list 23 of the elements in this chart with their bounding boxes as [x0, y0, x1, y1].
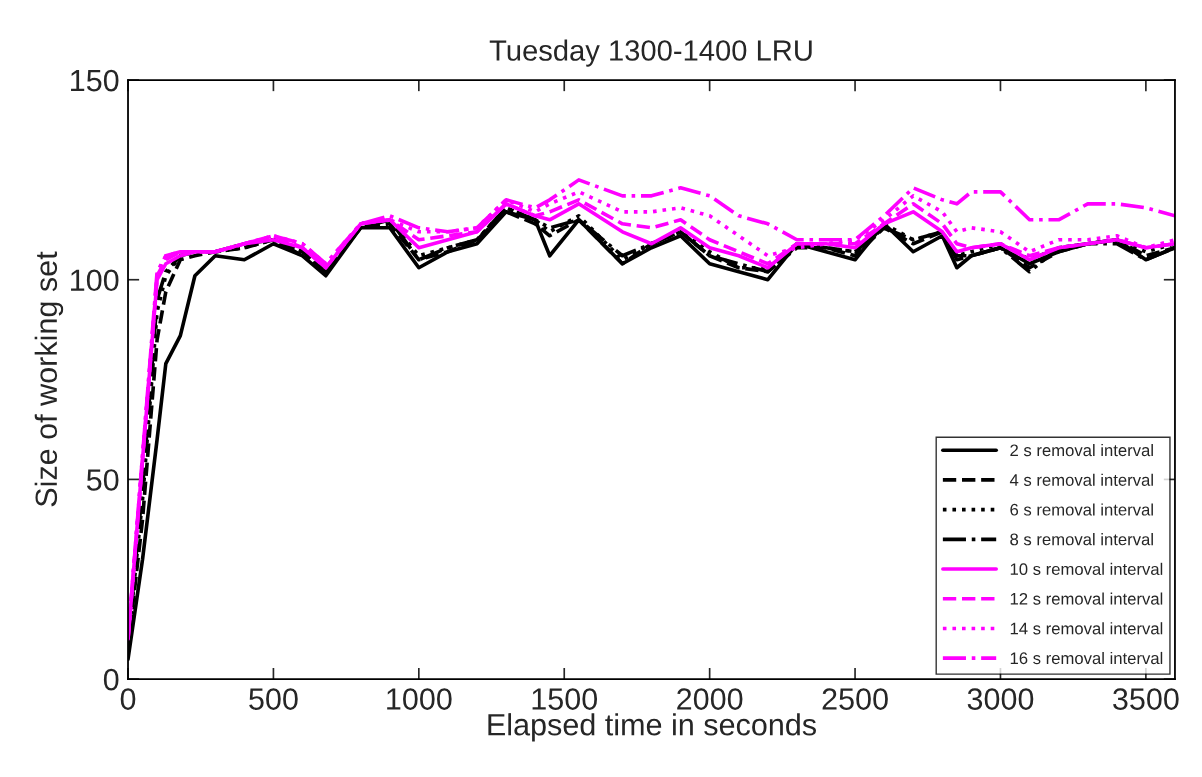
- y-axis-title: Size of working set: [34, 251, 64, 507]
- y-tick-label: 150: [71, 69, 119, 92]
- legend-label: 16 s removal interval: [1010, 651, 1163, 665]
- x-tick-label: 2000: [677, 688, 743, 710]
- legend-label: 2 s removal interval: [1010, 443, 1153, 457]
- x-tick-label: 0: [120, 688, 136, 710]
- chart-title: Tuesday 1300-1400 LRU: [489, 39, 812, 67]
- x-tick-label: 2500: [822, 688, 888, 710]
- y-tick-label: 50: [86, 469, 119, 491]
- x-tick-label: 500: [249, 688, 298, 710]
- legend-label: 4 s removal interval: [1009, 473, 1153, 486]
- y-tick-label: 0: [103, 668, 119, 691]
- legend-label: 14 s removal interval: [1010, 622, 1163, 635]
- legend-label: 12 s removal interval: [1010, 592, 1163, 605]
- y-tick-label: 100: [71, 269, 119, 292]
- x-axis-title: Elapsed time in seconds: [488, 713, 816, 742]
- x-tick-label: 1500: [532, 688, 598, 710]
- x-tick-label: 3000: [967, 688, 1034, 710]
- x-tick-label: 1000: [387, 688, 452, 710]
- legend-label: 8 s removal interval: [1010, 533, 1153, 546]
- x-tick-label: 3500: [1113, 688, 1179, 710]
- legend-label: 10 s removal interval: [1010, 562, 1163, 576]
- legend-label: 6 s removal interval: [1010, 503, 1153, 516]
